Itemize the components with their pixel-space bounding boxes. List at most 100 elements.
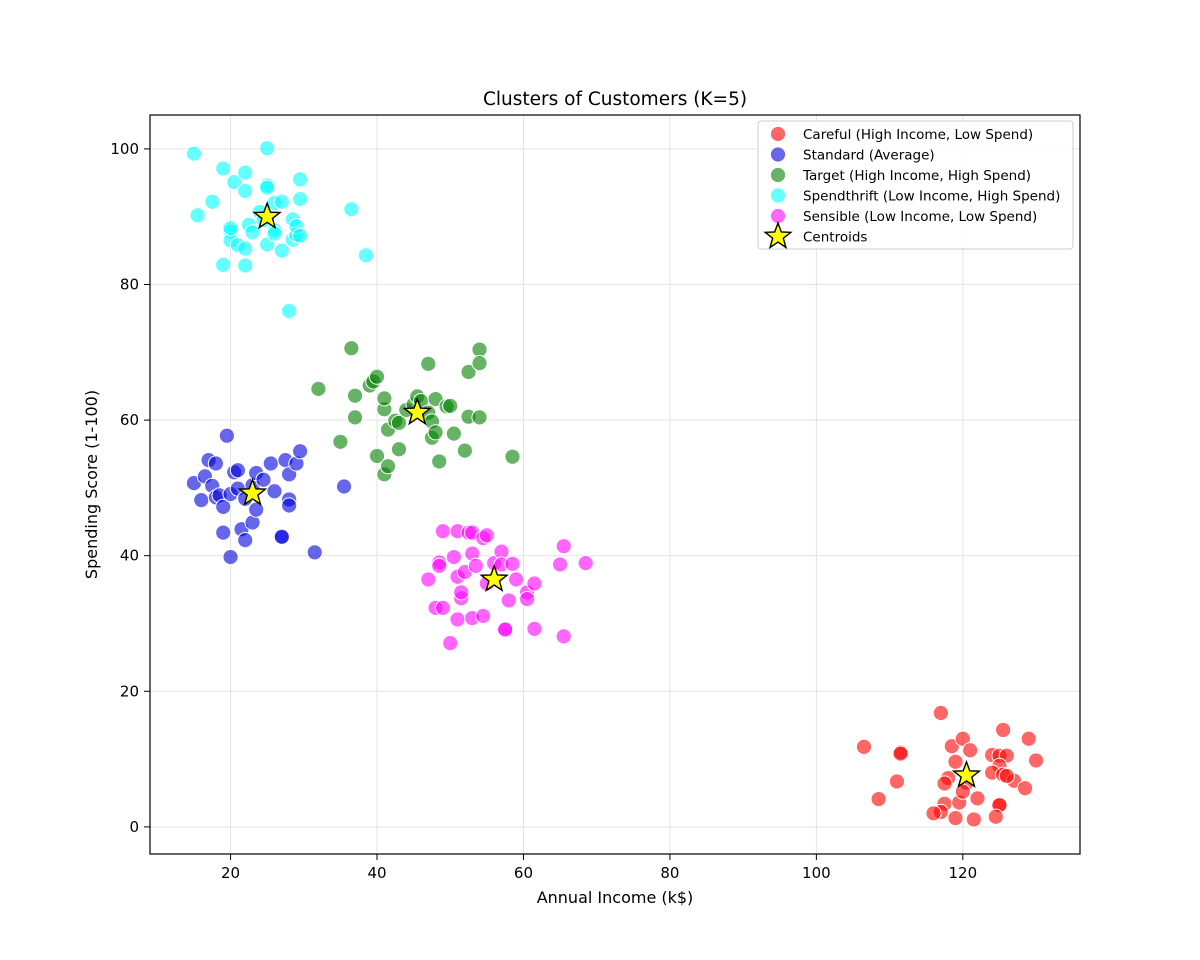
data-point [207, 455, 225, 472]
data-point [1027, 752, 1045, 769]
data-point [218, 427, 235, 444]
data-point [215, 524, 232, 541]
data-point [310, 380, 327, 397]
data-point [445, 425, 462, 442]
data-point [504, 555, 521, 572]
data-point [995, 721, 1012, 739]
data-point [925, 805, 942, 822]
y-tick-label: 40 [120, 547, 139, 565]
data-point [357, 247, 375, 264]
data-point [215, 256, 232, 273]
x-tick-label: 80 [660, 864, 679, 882]
data-point [226, 174, 243, 191]
data-point [954, 783, 971, 800]
data-point [434, 523, 452, 540]
data-point [185, 145, 203, 162]
legend: Careful (High Income, Low Spend) Standard… [757, 120, 1074, 250]
centroid-star [402, 397, 433, 426]
data-point [504, 448, 521, 465]
y-axis-label: Spending Score (1-100) [82, 390, 101, 579]
data-point [332, 433, 349, 450]
legend-centroid-marker [763, 220, 793, 250]
data-point [273, 528, 290, 545]
data-point [244, 224, 261, 241]
data-point [237, 531, 254, 549]
data-point [346, 387, 364, 404]
data-point [577, 555, 594, 572]
x-tick-label: 100 [802, 864, 831, 882]
data-point [431, 453, 448, 470]
data-point [442, 635, 459, 652]
data-point [962, 742, 979, 759]
data-point [237, 240, 254, 257]
data-point [281, 302, 298, 320]
data-point [343, 201, 360, 218]
data-point [892, 745, 909, 762]
data-point [475, 607, 492, 625]
data-point [379, 458, 397, 475]
data-point [248, 501, 265, 518]
data-point [471, 355, 488, 372]
x-tick-label: 120 [949, 864, 978, 882]
data-point [420, 571, 437, 588]
x-tick-label: 40 [367, 864, 386, 882]
data-point [555, 628, 572, 645]
data-point [222, 548, 239, 566]
data-point [215, 160, 232, 177]
legend-label: Careful (High Income, Low Spend) [803, 127, 1033, 143]
data-point [273, 193, 290, 210]
data-point [204, 193, 221, 210]
data-point [281, 497, 298, 514]
data-point [229, 462, 246, 479]
data-point [551, 556, 569, 573]
data-point [998, 767, 1015, 785]
legend-marker [769, 125, 787, 143]
data-point [292, 171, 309, 188]
data-point [390, 441, 408, 458]
data-point [445, 548, 462, 566]
legend-label: Spendthrift (Low Income, High Spend) [803, 189, 1060, 205]
legend-label: Sensible (Low Income, Low Spend) [803, 209, 1037, 225]
y-tick-label: 20 [120, 682, 139, 700]
legend-marker [769, 187, 787, 204]
data-point [273, 242, 290, 259]
data-point [420, 355, 437, 372]
centroid-star [252, 201, 282, 230]
data-point [1016, 780, 1034, 797]
data-point [456, 442, 473, 459]
legend-label: Standard (Average) [803, 148, 935, 164]
centroid-star [951, 759, 982, 788]
data-point [215, 498, 232, 515]
data-point [478, 527, 495, 544]
data-point [292, 190, 309, 208]
axis-ticks: 20 40 60 80 100 120 0 20 40 60 80 100 [110, 140, 977, 882]
data-point [427, 424, 444, 441]
data-point [368, 368, 386, 385]
data-point [259, 179, 276, 196]
data-point [431, 557, 448, 574]
data-point [965, 811, 982, 828]
legend-box [757, 120, 1074, 250]
data-point [471, 341, 488, 358]
data-point [526, 575, 543, 592]
y-tick-label: 100 [110, 140, 139, 158]
data-point [519, 590, 536, 608]
data-point [453, 584, 470, 601]
data-point [237, 164, 254, 181]
data-point [888, 773, 906, 790]
data-point [1020, 730, 1037, 747]
data-point [434, 599, 452, 616]
data-point [555, 538, 572, 555]
data-point [969, 790, 986, 807]
series-3-points [185, 140, 375, 320]
data-point [526, 620, 543, 638]
data-point [262, 455, 279, 472]
data-point [870, 790, 887, 808]
legend-marker [769, 146, 787, 163]
data-point [189, 207, 206, 224]
centroid-star [237, 477, 268, 506]
data-point [987, 808, 1004, 825]
data-point [306, 544, 323, 561]
x-tick-label: 20 [221, 864, 240, 882]
